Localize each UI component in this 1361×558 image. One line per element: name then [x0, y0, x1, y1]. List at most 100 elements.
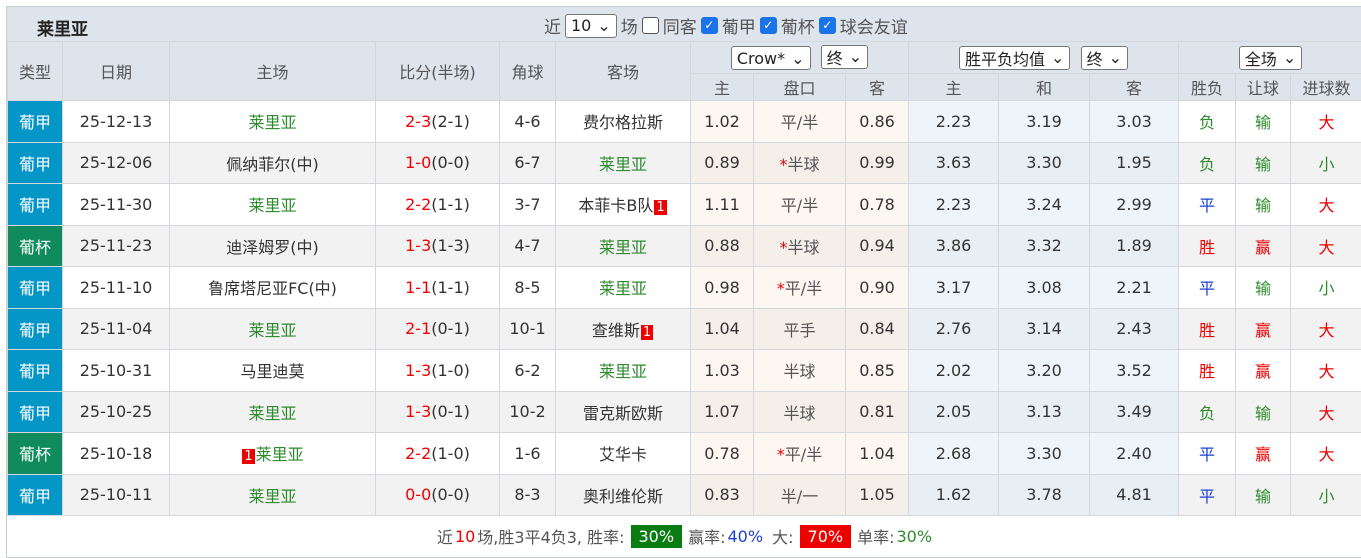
result: 平: [1179, 433, 1236, 475]
match-count-select[interactable]: 10⌄: [565, 14, 617, 38]
handicap-line-value: 半球: [783, 362, 815, 381]
panel-header: 莱里亚 近 10⌄ 场 同客 ✓葡甲 ✓葡杯 ✓球会友谊: [7, 7, 1361, 41]
odds-away: 2.21: [1090, 267, 1179, 309]
handicap-line: 平/半: [754, 184, 846, 226]
full-score: 1-1: [405, 278, 431, 297]
league-label: 葡甲: [722, 13, 756, 38]
col-handicap-home: 主: [691, 74, 754, 101]
handicap-result: 赢: [1236, 308, 1291, 350]
table-row: 葡甲 25-12-13 莱里亚 2-3(2-1) 4-6 费尔格拉斯 1.02 …: [8, 101, 1361, 143]
home-team-link[interactable]: 鲁席塔尼亚FC(中): [208, 279, 337, 298]
odds-draw: 3.30: [999, 142, 1090, 184]
away-cell: 莱里亚: [556, 142, 691, 184]
company-select[interactable]: Crow*⌄: [731, 46, 811, 70]
cup-checkbox[interactable]: ✓: [760, 17, 777, 34]
score-cell[interactable]: 2-2(1-0): [376, 433, 500, 475]
handicap-home-odds: 1.04: [691, 308, 754, 350]
half-score: (0-0): [431, 485, 470, 504]
odds-home: 2.23: [909, 184, 999, 226]
handicap-home-odds: 1.02: [691, 101, 754, 143]
home-team-link[interactable]: 莱里亚: [248, 404, 296, 423]
away-team-link[interactable]: 莱里亚: [599, 155, 647, 174]
score-cell[interactable]: 2-1(0-1): [376, 308, 500, 350]
handicap-result: 赢: [1236, 433, 1291, 475]
full-score: 2-1: [405, 319, 431, 338]
odds-away: 4.81: [1090, 474, 1179, 516]
away-cell: 雷克斯欧斯: [556, 391, 691, 433]
stage-value: 终: [827, 45, 843, 69]
score-cell[interactable]: 1-1(1-1): [376, 267, 500, 309]
handicap-line-value: 平手: [783, 321, 815, 340]
home-team-link[interactable]: 莱里亚: [256, 445, 304, 464]
summary-text: 近: [437, 524, 453, 548]
handicap-line: *半球: [754, 142, 846, 184]
period-select[interactable]: 全场⌄: [1239, 46, 1302, 70]
result: 负: [1179, 101, 1236, 143]
away-cell: 莱里亚: [556, 225, 691, 267]
team-title: 莱里亚: [37, 15, 88, 40]
handicap-stage-select[interactable]: 终⌄: [821, 45, 868, 69]
full-score: 2-3: [405, 112, 431, 131]
odds-home: 3.86: [909, 225, 999, 267]
handicap-home-odds: 1.03: [691, 350, 754, 392]
handicap-line-value: 平/半: [785, 445, 822, 464]
away-handicap-marker: *: [777, 445, 785, 464]
table-row: 葡甲 25-10-31 马里迪莫 1-3(1-0) 6-2 莱里亚 1.03 半…: [8, 350, 1361, 392]
away-team-link[interactable]: 莱里亚: [599, 238, 647, 257]
corners: 4-7: [500, 225, 556, 267]
odds-draw: 3.78: [999, 474, 1090, 516]
goals-result: 大: [1291, 184, 1361, 226]
handicap-home-odds: 0.88: [691, 225, 754, 267]
full-score: 1-3: [405, 361, 431, 380]
away-team-link[interactable]: 莱里亚: [599, 362, 647, 381]
score-cell[interactable]: 0-0(0-0): [376, 474, 500, 516]
home-cell: 佩纳菲尔(中): [170, 142, 376, 184]
score-cell[interactable]: 2-3(2-1): [376, 101, 500, 143]
match-count-value: 10: [571, 16, 591, 35]
league-checkbox[interactable]: ✓: [701, 17, 718, 34]
score-cell[interactable]: 1-3(1-0): [376, 350, 500, 392]
score-cell[interactable]: 1-3(1-3): [376, 225, 500, 267]
match-type: 葡甲: [8, 101, 63, 143]
goals-result: 大: [1291, 433, 1361, 475]
home-team-link[interactable]: 莱里亚: [248, 321, 296, 340]
handicap-line: 半球: [754, 350, 846, 392]
full-score: 1-3: [405, 236, 431, 255]
home-cell: 迪泽姆罗(中): [170, 225, 376, 267]
home-team-link[interactable]: 迪泽姆罗(中): [226, 238, 319, 257]
away-team-link[interactable]: 莱里亚: [599, 279, 647, 298]
odds-home: 3.17: [909, 267, 999, 309]
away-team-link[interactable]: 雷克斯欧斯: [583, 404, 663, 423]
same-away-checkbox[interactable]: [642, 17, 659, 34]
score-cell[interactable]: 2-2(1-1): [376, 184, 500, 226]
odds-away: 1.95: [1090, 142, 1179, 184]
away-team-link[interactable]: 费尔格拉斯: [583, 113, 663, 132]
away-team-link[interactable]: 奥利维伦斯: [583, 487, 663, 506]
handicap-line-value: 半球: [783, 404, 815, 423]
goals-result: 大: [1291, 350, 1361, 392]
odds-draw: 3.24: [999, 184, 1090, 226]
odds-stage-select[interactable]: 终⌄: [1081, 46, 1128, 70]
home-team-link[interactable]: 马里迪莫: [240, 362, 304, 381]
handicap-result: 输: [1236, 474, 1291, 516]
match-date: 25-12-06: [63, 142, 170, 184]
home-team-link[interactable]: 佩纳菲尔(中): [226, 155, 319, 174]
corners: 8-5: [500, 267, 556, 309]
home-team-link[interactable]: 莱里亚: [248, 196, 296, 215]
home-team-link[interactable]: 莱里亚: [248, 113, 296, 132]
result: 胜: [1179, 350, 1236, 392]
match-type: 葡甲: [8, 308, 63, 350]
score-cell[interactable]: 1-0(0-0): [376, 142, 500, 184]
avg-select[interactable]: 胜平负均值⌄: [959, 46, 1070, 70]
friendly-checkbox[interactable]: ✓: [819, 17, 836, 34]
handicap-rate: 40%: [727, 527, 763, 546]
away-team-link[interactable]: 艾华卡: [599, 445, 647, 464]
score-cell[interactable]: 1-3(0-1): [376, 391, 500, 433]
home-team-link[interactable]: 莱里亚: [248, 487, 296, 506]
odds-away: 2.40: [1090, 433, 1179, 475]
handicap-home-odds: 1.07: [691, 391, 754, 433]
away-team-link[interactable]: 本菲卡B队: [578, 196, 653, 215]
away-team-link[interactable]: 查维斯: [592, 321, 640, 340]
